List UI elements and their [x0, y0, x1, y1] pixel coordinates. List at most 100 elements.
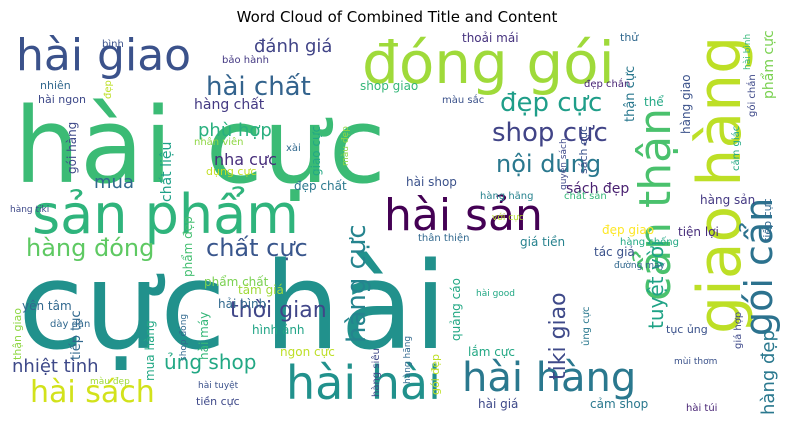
- cloud-word: xài: [286, 143, 301, 154]
- cloud-word: gói đẹp: [429, 354, 442, 395]
- cloud-word: màu đẹp: [90, 377, 130, 387]
- cloud-word: cảm shop: [590, 397, 649, 411]
- cloud-word: hàng hãng: [480, 191, 534, 202]
- cloud-word: yên tâm: [22, 299, 72, 313]
- figure-title: Word Cloud of Combined Title and Content: [236, 8, 558, 26]
- cloud-word: hải bình: [218, 297, 267, 311]
- cloud-word: chất cực: [206, 234, 308, 262]
- cloud-word: nhân viên: [194, 137, 244, 148]
- cloud-word: hài sản: [384, 190, 543, 241]
- cloud-word: quyền sách: [559, 138, 569, 190]
- cloud-word: màu đẹp: [341, 126, 351, 166]
- cloud-word: chất sản: [564, 191, 607, 202]
- cloud-word: lắm cực: [468, 345, 515, 359]
- cloud-word: mua hàng: [143, 320, 157, 381]
- word-cloud: cực hài hài cực sản phẩm đóng gói giao h…: [10, 30, 784, 418]
- cloud-word: hài máy: [197, 311, 211, 360]
- cloud-word: hài bình: [743, 33, 753, 70]
- cloud-word: hài sách: [30, 375, 155, 410]
- cloud-word: dày dặn: [50, 319, 91, 330]
- cloud-word: hài hàng: [462, 355, 637, 401]
- cloud-word: đường may: [614, 261, 665, 271]
- cloud-word: hàng cực: [342, 224, 372, 343]
- cloud-word: tục ủng: [666, 323, 708, 336]
- cloud-word: hài giao: [16, 30, 192, 81]
- cloud-word: thân thiện: [418, 233, 470, 244]
- cloud-word: phẩm cực: [761, 30, 777, 99]
- cloud-word: shop giao: [360, 79, 419, 93]
- cloud-word: giao cực: [309, 125, 323, 176]
- cloud-word: hài tuyệt: [198, 381, 239, 391]
- cloud-word: tầm giá: [238, 283, 284, 297]
- cloud-word: hài ngon: [38, 93, 86, 106]
- cloud-word: đẹp giao: [602, 223, 655, 237]
- cloud-word: giá hợp: [733, 311, 744, 349]
- cloud-word: đẹp chắn: [584, 79, 631, 90]
- cloud-word: tuyệt vời: [644, 240, 668, 330]
- cloud-word: thoải mái: [462, 31, 519, 45]
- cloud-word: dụng cực: [206, 165, 257, 178]
- cloud-word: nội dung: [496, 150, 602, 178]
- cloud-word: thận giao: [11, 307, 24, 360]
- cloud-word: hàng sản: [700, 193, 756, 207]
- cloud-word: gói chắn: [747, 74, 758, 117]
- cloud-word: hài hài: [286, 356, 441, 410]
- cloud-word: hàng hãng: [403, 335, 413, 384]
- cloud-word: hàng chất: [194, 97, 265, 113]
- cloud-word: ủng shop: [164, 350, 257, 374]
- cloud-word: giá tiền: [520, 235, 566, 249]
- cloud-word: shop đóng: [179, 313, 189, 361]
- cloud-word: thử: [620, 31, 639, 44]
- cloud-word: hài giá: [478, 397, 519, 411]
- cloud-word: tiền cực: [196, 395, 240, 408]
- cloud-word: sách cực: [577, 125, 590, 174]
- cloud-word: sách đẹp: [566, 181, 630, 197]
- cloud-word: tiện lợi: [678, 225, 719, 239]
- cloud-word: đánh giá: [254, 36, 333, 57]
- cloud-word: đẹp cực: [500, 88, 603, 118]
- cloud-word: nhiệt tình: [12, 356, 99, 377]
- cloud-word: gói hàng: [65, 121, 79, 174]
- cloud-word: đẹp: [103, 80, 114, 99]
- cloud-word: hàng đẹp: [758, 330, 779, 415]
- cloud-word: mua: [94, 172, 134, 193]
- cloud-word: mùi thơm: [674, 357, 718, 367]
- cloud-word: hài túi: [686, 403, 718, 414]
- cloud-word: bình: [102, 39, 124, 50]
- cloud-word: màu sắc: [442, 95, 485, 106]
- cloud-word: cảm giác: [731, 125, 742, 171]
- cloud-word: hàng đóng: [26, 234, 155, 262]
- cloud-word: phù hợp: [198, 120, 272, 141]
- cloud-word: tiếp tục: [69, 310, 84, 360]
- cloud-word: hài cực: [14, 85, 386, 207]
- cloud-word: quảng cáo: [449, 278, 463, 341]
- cloud-word: thể: [644, 95, 664, 109]
- cloud-word: hài shop: [406, 175, 457, 189]
- cloud-word: phẩm đẹp: [181, 216, 195, 277]
- cloud-word: sản phẩm: [32, 183, 299, 246]
- cloud-word: tiếp cực: [761, 198, 774, 242]
- cloud-word: tiki giao: [546, 292, 571, 380]
- cloud-word: hàng giao: [679, 74, 693, 134]
- cloud-word: với cực: [492, 213, 524, 223]
- cloud-word: nhiên: [40, 79, 71, 92]
- cloud-word: đóng gói: [362, 30, 615, 97]
- cloud-word: ngon cực: [280, 345, 335, 359]
- cloud-word: thận cực: [623, 65, 638, 122]
- cloud-word: hình ảnh: [252, 323, 305, 337]
- cloud-word: shop cực: [492, 118, 608, 148]
- cloud-word: nha cực: [214, 150, 277, 169]
- cloud-word: hài good: [476, 289, 516, 299]
- cloud-word: đẹp chất: [294, 179, 347, 193]
- cloud-word: ủng cực: [581, 306, 592, 346]
- cloud-word: thời gian: [230, 298, 327, 323]
- cloud-word: hàng tiki: [10, 205, 50, 215]
- cloud-word: cực hài: [18, 238, 448, 377]
- cloud-word: bảo hành: [222, 55, 269, 66]
- cloud-word: hài chất: [206, 72, 311, 102]
- cloud-word: hàng siêu: [371, 348, 382, 397]
- cloud-word: hàng chống: [620, 237, 679, 248]
- cloud-word: tác giả: [594, 245, 635, 259]
- cloud-word: phẩm chất: [204, 275, 269, 289]
- cloud-word: chất liệu: [159, 141, 175, 202]
